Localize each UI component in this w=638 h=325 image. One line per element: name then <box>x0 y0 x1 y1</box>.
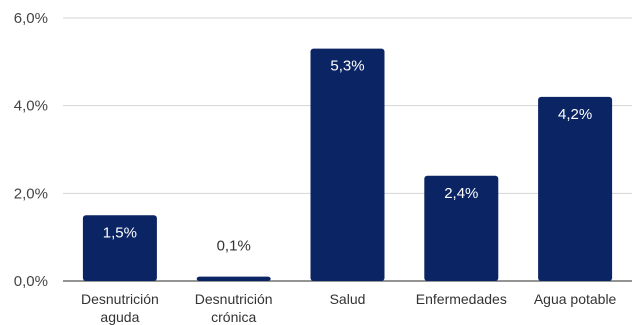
category-label: Desnutrición crónica <box>195 291 273 325</box>
y-tick-label: 4,0% <box>14 98 48 115</box>
data-label: 4,2% <box>558 106 592 123</box>
bar <box>82 215 157 281</box>
bar <box>538 96 613 282</box>
data-labels: 1,5% 0,1% 5,3% 2,4% 4,2% <box>103 58 592 255</box>
bar <box>424 175 499 281</box>
data-label: 1,5% <box>103 224 137 241</box>
data-label: 5,3% <box>330 58 364 75</box>
data-label: 0,1% <box>217 238 251 255</box>
y-tick-label: 2,0% <box>14 185 48 202</box>
category-label: Salud <box>330 291 366 307</box>
y-tick-label: 0,0% <box>14 273 48 290</box>
category-label: Desnutrición aguda <box>81 291 159 325</box>
y-tick-label: 6,0% <box>14 10 48 27</box>
data-label: 2,4% <box>444 185 478 202</box>
bar <box>196 276 271 281</box>
category-label: Agua potable <box>534 291 617 307</box>
y-axis-tick-labels: 0,0% 2,0% 4,0% 6,0% <box>14 10 48 290</box>
x-axis-category-labels: Desnutrición aguda Desnutrición crónica Salu… <box>81 291 617 325</box>
category-label: Enfermedades <box>416 291 507 307</box>
bar <box>310 48 385 281</box>
bars <box>82 48 613 282</box>
